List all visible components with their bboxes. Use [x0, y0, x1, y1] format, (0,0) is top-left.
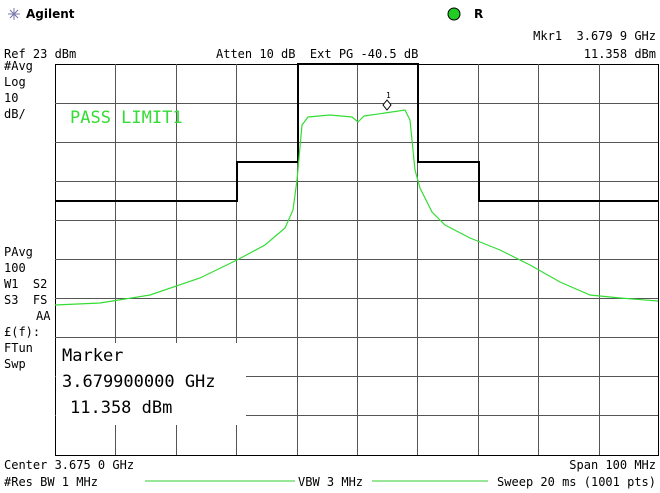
- span: Span 100 MHz: [569, 458, 656, 472]
- left-label: Swp: [4, 357, 26, 371]
- marker-title: Marker: [62, 346, 124, 366]
- left-label: FTun: [4, 341, 33, 355]
- logo: [8, 8, 20, 20]
- limit-message: PASS LIMIT1: [70, 108, 183, 128]
- marker-readout: Mkr1 3.679 9 GHz: [533, 29, 656, 43]
- left-label: £(f):: [4, 325, 41, 339]
- marker-level-box: 11.358 dBm: [70, 398, 173, 418]
- left-label: dB/: [4, 107, 26, 121]
- marker-frequency: 3.679900000 GHz: [62, 372, 216, 392]
- left-label: S3 FS: [4, 293, 48, 307]
- marker-level: 11.358 dBm: [583, 47, 656, 61]
- res-bw: #Res BW 1 MHz: [4, 475, 98, 489]
- limit-line: [55, 63, 658, 202]
- left-label: W1 S2: [4, 277, 48, 291]
- marker-diamond: [382, 99, 392, 111]
- marker-box: [56, 343, 246, 425]
- status: R: [474, 7, 484, 21]
- atten: Atten 10 dB Ext PG -40.5 dB: [216, 47, 419, 61]
- center-freq: Center 3.675 0 GHz: [4, 458, 135, 472]
- ref-level: Ref 23 dBm: [4, 47, 77, 61]
- sweep: Sweep 20 ms (1001 pts): [497, 475, 656, 489]
- status-led: [447, 7, 461, 21]
- marker-id: 1: [386, 91, 391, 100]
- left-label: 10: [4, 91, 19, 105]
- left-label: AA: [36, 309, 51, 323]
- trace: [54, 109, 659, 306]
- vbw: VBW 3 MHz: [298, 475, 364, 489]
- left-label: 100: [4, 261, 26, 275]
- left-label: Log: [4, 75, 26, 89]
- left-label: #Avg: [4, 59, 33, 73]
- left-label: PAvg: [4, 245, 33, 259]
- brand: Agilent: [26, 7, 75, 21]
